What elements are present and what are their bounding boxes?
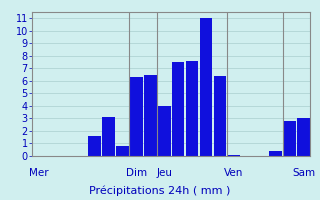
Text: Dim: Dim [126,168,147,178]
Text: Ven: Ven [224,168,244,178]
Text: Sam: Sam [292,168,315,178]
Bar [283,121,296,156]
Bar [228,155,240,156]
Bar [116,146,129,156]
Bar [88,136,101,156]
Bar [297,118,310,156]
Bar [130,77,143,156]
Bar [186,61,198,156]
Bar [200,18,212,156]
Bar [158,106,171,156]
Bar [269,151,282,156]
Text: Précipitations 24h ( mm ): Précipitations 24h ( mm ) [89,186,231,196]
Bar [172,62,184,156]
Text: Mer: Mer [29,168,49,178]
Bar [144,75,156,156]
Bar [214,76,226,156]
Bar [102,117,115,156]
Text: Jeu: Jeu [156,168,172,178]
